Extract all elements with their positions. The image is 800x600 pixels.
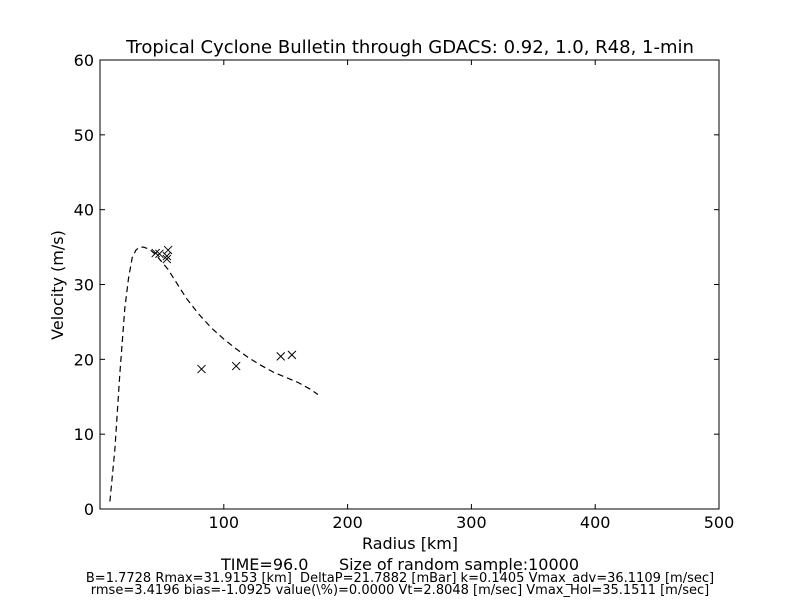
footer-params-line-2: rmse=3.4196 bias=-1.0925 value(\%)=0.000… <box>91 583 709 598</box>
observation-point <box>276 351 286 361</box>
y-axis-label: Velocity (m/s) <box>48 230 67 340</box>
y-tick-label: 40 <box>74 201 94 220</box>
observation-point <box>287 350 297 360</box>
plot-area <box>99 59 720 510</box>
x-tick-label: 200 <box>332 513 363 532</box>
x-tick-label: 300 <box>456 513 487 532</box>
y-tick-label: 50 <box>74 126 94 145</box>
x-axis-label: Radius [km] <box>362 534 458 553</box>
model-profile-line <box>109 246 319 502</box>
y-axis-ticks: 0 10 20 30 40 50 60 <box>74 51 719 519</box>
x-tick-label: 100 <box>209 513 240 532</box>
footer-params-line-1: B=1.7728 Rmax=31.9153 [km] DeltaP=21.788… <box>86 571 714 586</box>
chart-title: Tropical Cyclone Bulletin through GDACS:… <box>125 37 694 58</box>
series-layer <box>109 245 319 502</box>
footer-time-line: TIME=96.0 Size of random sample:10000 <box>220 555 579 574</box>
y-tick-label: 0 <box>84 500 94 519</box>
observation-point <box>197 364 206 374</box>
y-tick-label: 10 <box>74 425 94 444</box>
y-tick-label: 20 <box>74 350 94 369</box>
observation-point <box>231 361 241 371</box>
observation-point <box>155 249 164 259</box>
x-axis-ticks: 100 200 300 400 500 <box>209 60 735 532</box>
x-tick-label: 500 <box>704 513 735 532</box>
x-tick-label: 400 <box>580 513 611 532</box>
y-tick-label: 60 <box>74 51 94 70</box>
observation-point <box>163 245 173 255</box>
observation-point <box>162 254 172 264</box>
y-tick-label: 30 <box>74 276 94 295</box>
observation-point <box>151 248 161 258</box>
